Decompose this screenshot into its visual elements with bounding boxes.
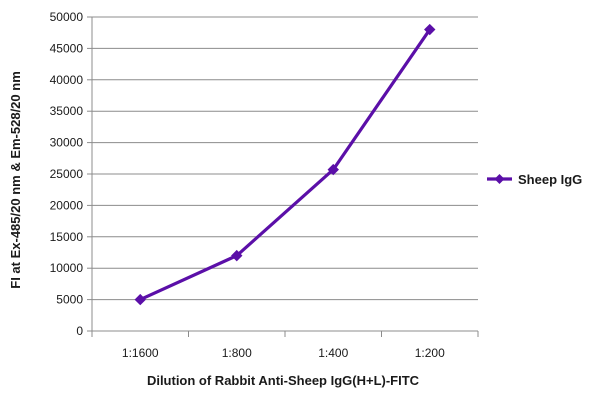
y-tick-label: 45000	[50, 41, 84, 55]
x-tick-label: 1:200	[415, 346, 445, 360]
data-point	[134, 293, 146, 306]
gridlines	[87, 16, 478, 332]
series-layer	[134, 23, 436, 306]
y-tick-label: 10000	[50, 261, 84, 275]
y-tick-label: 50000	[50, 10, 84, 24]
y-tick-label: 5000	[56, 293, 83, 307]
legend: Sheep IgG	[487, 172, 582, 187]
x-tick-label: 1:400	[318, 346, 348, 360]
y-tick-label: 0	[76, 324, 83, 338]
y-tick-label: 40000	[50, 73, 84, 87]
legend-label: Sheep IgG	[518, 172, 582, 187]
y-tick-label: 20000	[50, 198, 84, 212]
data-point	[327, 163, 339, 176]
y-tick-label: 25000	[50, 167, 84, 181]
y-tick-label: 35000	[50, 104, 84, 118]
series-line	[138, 27, 432, 302]
y-tick-labels: 0 5000 10000 15000 20000 25000 30000 35000 40000…	[50, 10, 84, 338]
x-axis-title: Dilution of Rabbit Anti-Sheep IgG(H+L)-F…	[147, 373, 420, 388]
x-tick-labels: 1:1600 1:800 1:400 1:200	[122, 346, 445, 360]
x-tick-label: 1:800	[222, 346, 252, 360]
y-axis-title: FI at Ex-485/20 nm & Em-528/20 nm	[8, 71, 23, 288]
data-point	[231, 249, 243, 262]
y-tick-label: 15000	[50, 230, 84, 244]
x-tick-label: 1:1600	[122, 346, 159, 360]
legend-swatch-marker	[494, 174, 505, 184]
data-point	[424, 23, 436, 36]
y-tick-label: 30000	[50, 136, 84, 150]
axes	[91, 17, 479, 337]
